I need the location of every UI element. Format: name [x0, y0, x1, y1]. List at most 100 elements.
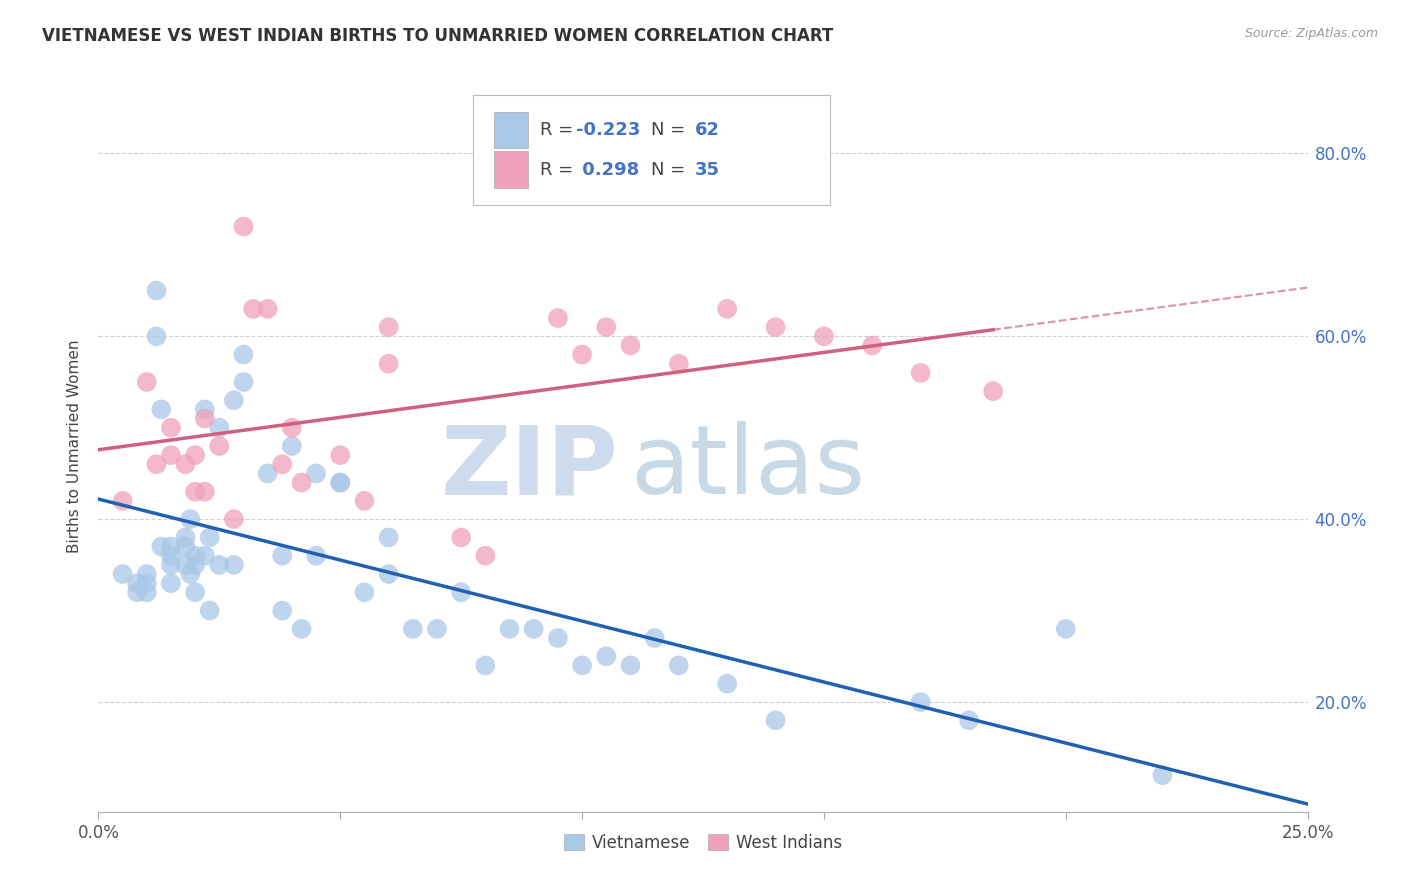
Point	[184, 448, 207, 462]
Point	[1054, 622, 1077, 636]
Point	[377, 567, 399, 582]
Point	[668, 658, 690, 673]
Point	[222, 558, 245, 572]
Point	[174, 457, 197, 471]
Point	[353, 494, 375, 508]
Point	[232, 375, 254, 389]
Point	[571, 348, 593, 362]
Point	[305, 467, 328, 481]
Point	[619, 338, 641, 352]
Point	[174, 530, 197, 544]
Point	[281, 421, 304, 435]
Point	[194, 402, 217, 417]
Point	[150, 540, 173, 554]
Point	[208, 421, 231, 435]
Point	[329, 475, 352, 490]
Point	[765, 714, 787, 728]
Text: Source: ZipAtlas.com: Source: ZipAtlas.com	[1244, 27, 1378, 40]
Point	[595, 649, 617, 664]
Point	[523, 622, 546, 636]
Text: atlas: atlas	[630, 421, 866, 515]
Point	[208, 439, 231, 453]
Point	[184, 549, 207, 563]
Point	[571, 658, 593, 673]
Point	[910, 366, 932, 380]
Text: 35: 35	[695, 161, 720, 178]
Y-axis label: Births to Unmarried Women: Births to Unmarried Women	[67, 339, 83, 553]
Point	[498, 622, 520, 636]
Point	[160, 448, 183, 462]
Point	[426, 622, 449, 636]
Point	[111, 494, 134, 508]
Point	[127, 585, 149, 599]
Point	[160, 549, 183, 563]
Point	[160, 421, 183, 435]
Point	[377, 530, 399, 544]
Point	[402, 622, 425, 636]
Point	[198, 603, 221, 617]
Point	[353, 585, 375, 599]
Point	[160, 576, 183, 591]
Point	[716, 301, 738, 316]
Point	[957, 714, 980, 728]
Point	[271, 549, 294, 563]
Point	[290, 475, 312, 490]
Text: R =: R =	[540, 121, 579, 139]
Point	[668, 357, 690, 371]
Point	[1152, 768, 1174, 782]
Point	[547, 631, 569, 645]
Point	[222, 393, 245, 408]
Text: 0.298: 0.298	[576, 161, 640, 178]
Point	[184, 484, 207, 499]
Point	[910, 695, 932, 709]
Point	[547, 311, 569, 326]
Point	[860, 338, 883, 352]
Text: VIETNAMESE VS WEST INDIAN BIRTHS TO UNMARRIED WOMEN CORRELATION CHART: VIETNAMESE VS WEST INDIAN BIRTHS TO UNMA…	[42, 27, 834, 45]
Point	[184, 585, 207, 599]
Point	[179, 567, 201, 582]
Text: 62: 62	[695, 121, 720, 139]
Point	[271, 603, 294, 617]
Point	[198, 530, 221, 544]
Point	[765, 320, 787, 334]
Bar	[494, 112, 527, 148]
Point	[305, 549, 328, 563]
Point	[290, 622, 312, 636]
Point	[184, 558, 207, 572]
Point	[145, 457, 167, 471]
Point	[329, 475, 352, 490]
Point	[194, 549, 217, 563]
Text: N =: N =	[651, 121, 690, 139]
Point	[135, 375, 157, 389]
Point	[271, 457, 294, 471]
Text: ZIP: ZIP	[440, 421, 619, 515]
Point	[450, 530, 472, 544]
Point	[194, 484, 217, 499]
Point	[232, 219, 254, 234]
Point	[111, 567, 134, 582]
Point	[145, 329, 167, 343]
Point	[145, 284, 167, 298]
Point	[474, 549, 496, 563]
Point	[619, 658, 641, 673]
Point	[242, 301, 264, 316]
Point	[222, 512, 245, 526]
Legend: Vietnamese, West Indians: Vietnamese, West Indians	[557, 827, 849, 858]
Point	[450, 585, 472, 599]
Point	[716, 676, 738, 690]
Text: R =: R =	[540, 161, 579, 178]
Point	[281, 439, 304, 453]
Point	[377, 320, 399, 334]
Text: N =: N =	[651, 161, 690, 178]
Point	[474, 658, 496, 673]
Point	[150, 402, 173, 417]
Point	[127, 576, 149, 591]
Point	[256, 467, 278, 481]
Point	[135, 567, 157, 582]
Point	[256, 301, 278, 316]
FancyBboxPatch shape	[474, 95, 830, 204]
Point	[194, 411, 217, 425]
Point	[208, 558, 231, 572]
Point	[174, 540, 197, 554]
Point	[160, 558, 183, 572]
